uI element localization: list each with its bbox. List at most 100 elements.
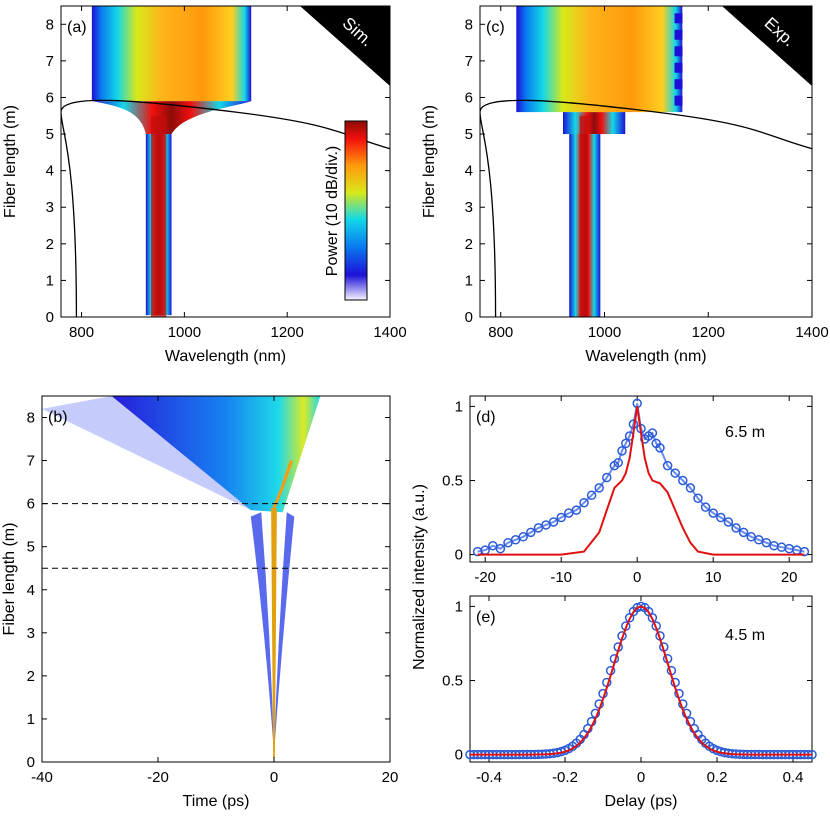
- x-tick-label: 0: [633, 569, 641, 586]
- y-tick-label: 0: [465, 309, 473, 326]
- dispersion-curve: [61, 99, 390, 317]
- corner-tag-triangle: [722, 6, 812, 86]
- pump-core: [150, 115, 167, 317]
- right-wing: [274, 512, 295, 754]
- y-tick-label: 2: [46, 236, 54, 253]
- y-tick-label: 8: [27, 410, 35, 427]
- y-tick-label: 8: [465, 16, 473, 33]
- spectral-map: [480, 6, 812, 317]
- y-tick-label: 4: [465, 163, 473, 180]
- y-axis-label: Fiber length (m): [421, 105, 438, 218]
- measurement-edge: [674, 13, 683, 24]
- y-tick-label: 1: [455, 398, 463, 415]
- y-tick-label: 0: [455, 547, 463, 564]
- x-axis-label: Wavelength (nm): [165, 348, 286, 365]
- right-y-axis-label: Normalized intensity (a.u.): [411, 484, 428, 670]
- soliton-trace: [272, 460, 293, 509]
- left-wing: [250, 512, 274, 754]
- y-tick-label: 0.5: [442, 672, 463, 689]
- y-tick-label: 6: [46, 89, 54, 106]
- y-tick-label: 2: [465, 236, 473, 253]
- panel-b: -40 -20 0 20 0 1 2 3 4 5 6 7 8 Time (ps) Fiber length …: [1, 395, 399, 810]
- y-tick-label: 4: [46, 163, 54, 180]
- data-point: [693, 493, 703, 504]
- sim-trace: [477, 406, 805, 556]
- supercontinuum-band: [91, 6, 252, 102]
- x-tick-label: 0.2: [707, 769, 728, 786]
- data-point: [617, 446, 627, 456]
- plot-frame: [469, 395, 813, 563]
- x-tick-label: -0.2: [552, 769, 578, 786]
- temporal-fan-edge: [42, 396, 251, 511]
- y-tick-label: 1: [27, 711, 35, 728]
- x-tick-label: -20: [147, 769, 169, 786]
- temporal-fan: [111, 396, 321, 513]
- panel-label: (e): [476, 609, 496, 626]
- data-point: [594, 483, 604, 493]
- x-tick-label: 20: [382, 769, 399, 786]
- data-point: [579, 497, 589, 508]
- x-tick-label: 20: [781, 569, 798, 586]
- pump-pulse: [271, 507, 277, 758]
- plot-frame: [479, 5, 813, 318]
- y-tick-label: 6: [27, 496, 35, 513]
- data-point: [731, 523, 741, 533]
- data-point: [799, 546, 810, 557]
- data-point: [670, 468, 680, 478]
- measurement-edge: [674, 79, 683, 90]
- y-tick-label: 1: [455, 598, 463, 615]
- panel-label: (b): [48, 409, 68, 426]
- data-point: [586, 490, 597, 501]
- data-point: [647, 613, 658, 623]
- y-tick-label: 3: [27, 625, 35, 642]
- supercontinuum-band: [516, 6, 683, 113]
- position-annotation: 4.5 m: [725, 627, 765, 644]
- data-point: [571, 505, 582, 515]
- y-tick-label: 3: [46, 199, 54, 216]
- x-tick-label: 0.4: [783, 769, 804, 786]
- data-point: [662, 460, 673, 471]
- data-point: [613, 457, 623, 468]
- x-tick-label: 800: [69, 324, 94, 341]
- transition-band: [563, 112, 626, 135]
- data-point: [548, 517, 559, 527]
- corner-tag-triangle: [300, 6, 390, 86]
- panel-d: -20 -10 0 10 20 0 0.5 1 (d) 6.5 m: [442, 395, 813, 586]
- x-tick-label: -0.4: [476, 769, 502, 786]
- y-tick-label: 1: [46, 272, 54, 289]
- panel-e: -0.4 -0.2 0 0.2 0.4 0 0.5 1 Delay (ps) (e) 4.5 m: [442, 595, 817, 810]
- data-point: [647, 428, 658, 438]
- data-point: [723, 517, 734, 527]
- spectral-funnel: [91, 101, 252, 135]
- x-axis-label: Wavelength (nm): [585, 348, 706, 365]
- x-tick-label: 10: [705, 569, 722, 586]
- y-tick-label: 8: [46, 16, 54, 33]
- data-point: [602, 472, 612, 483]
- panel-label: (c): [486, 19, 505, 36]
- plot-frame: [60, 5, 391, 318]
- x-tick-label: -10: [550, 569, 572, 586]
- x-tick-label: 1000: [588, 324, 621, 341]
- x-axis-label: Delay (ps): [605, 793, 678, 810]
- y-tick-label: 5: [27, 539, 35, 556]
- fit-trace: [470, 605, 812, 756]
- data-point: [526, 527, 536, 538]
- data-point: [655, 443, 665, 453]
- measurement-edge: [674, 29, 683, 40]
- position-annotation: 6.5 m: [725, 424, 765, 441]
- y-tick-label: 2: [27, 668, 35, 685]
- measurement-edge: [674, 95, 683, 106]
- spectral-map: [61, 6, 390, 317]
- y-tick-label: 7: [46, 53, 54, 70]
- x-axis-label: Time (ps): [183, 793, 250, 810]
- measurement-edge: [674, 46, 683, 57]
- data-point: [556, 512, 566, 523]
- x-tick-label: 1400: [795, 324, 828, 341]
- x-tick-label: 1400: [373, 324, 406, 341]
- y-tick-label: 5: [46, 126, 54, 143]
- y-tick-label: 0.5: [442, 472, 463, 489]
- y-tick-label: 6: [465, 89, 473, 106]
